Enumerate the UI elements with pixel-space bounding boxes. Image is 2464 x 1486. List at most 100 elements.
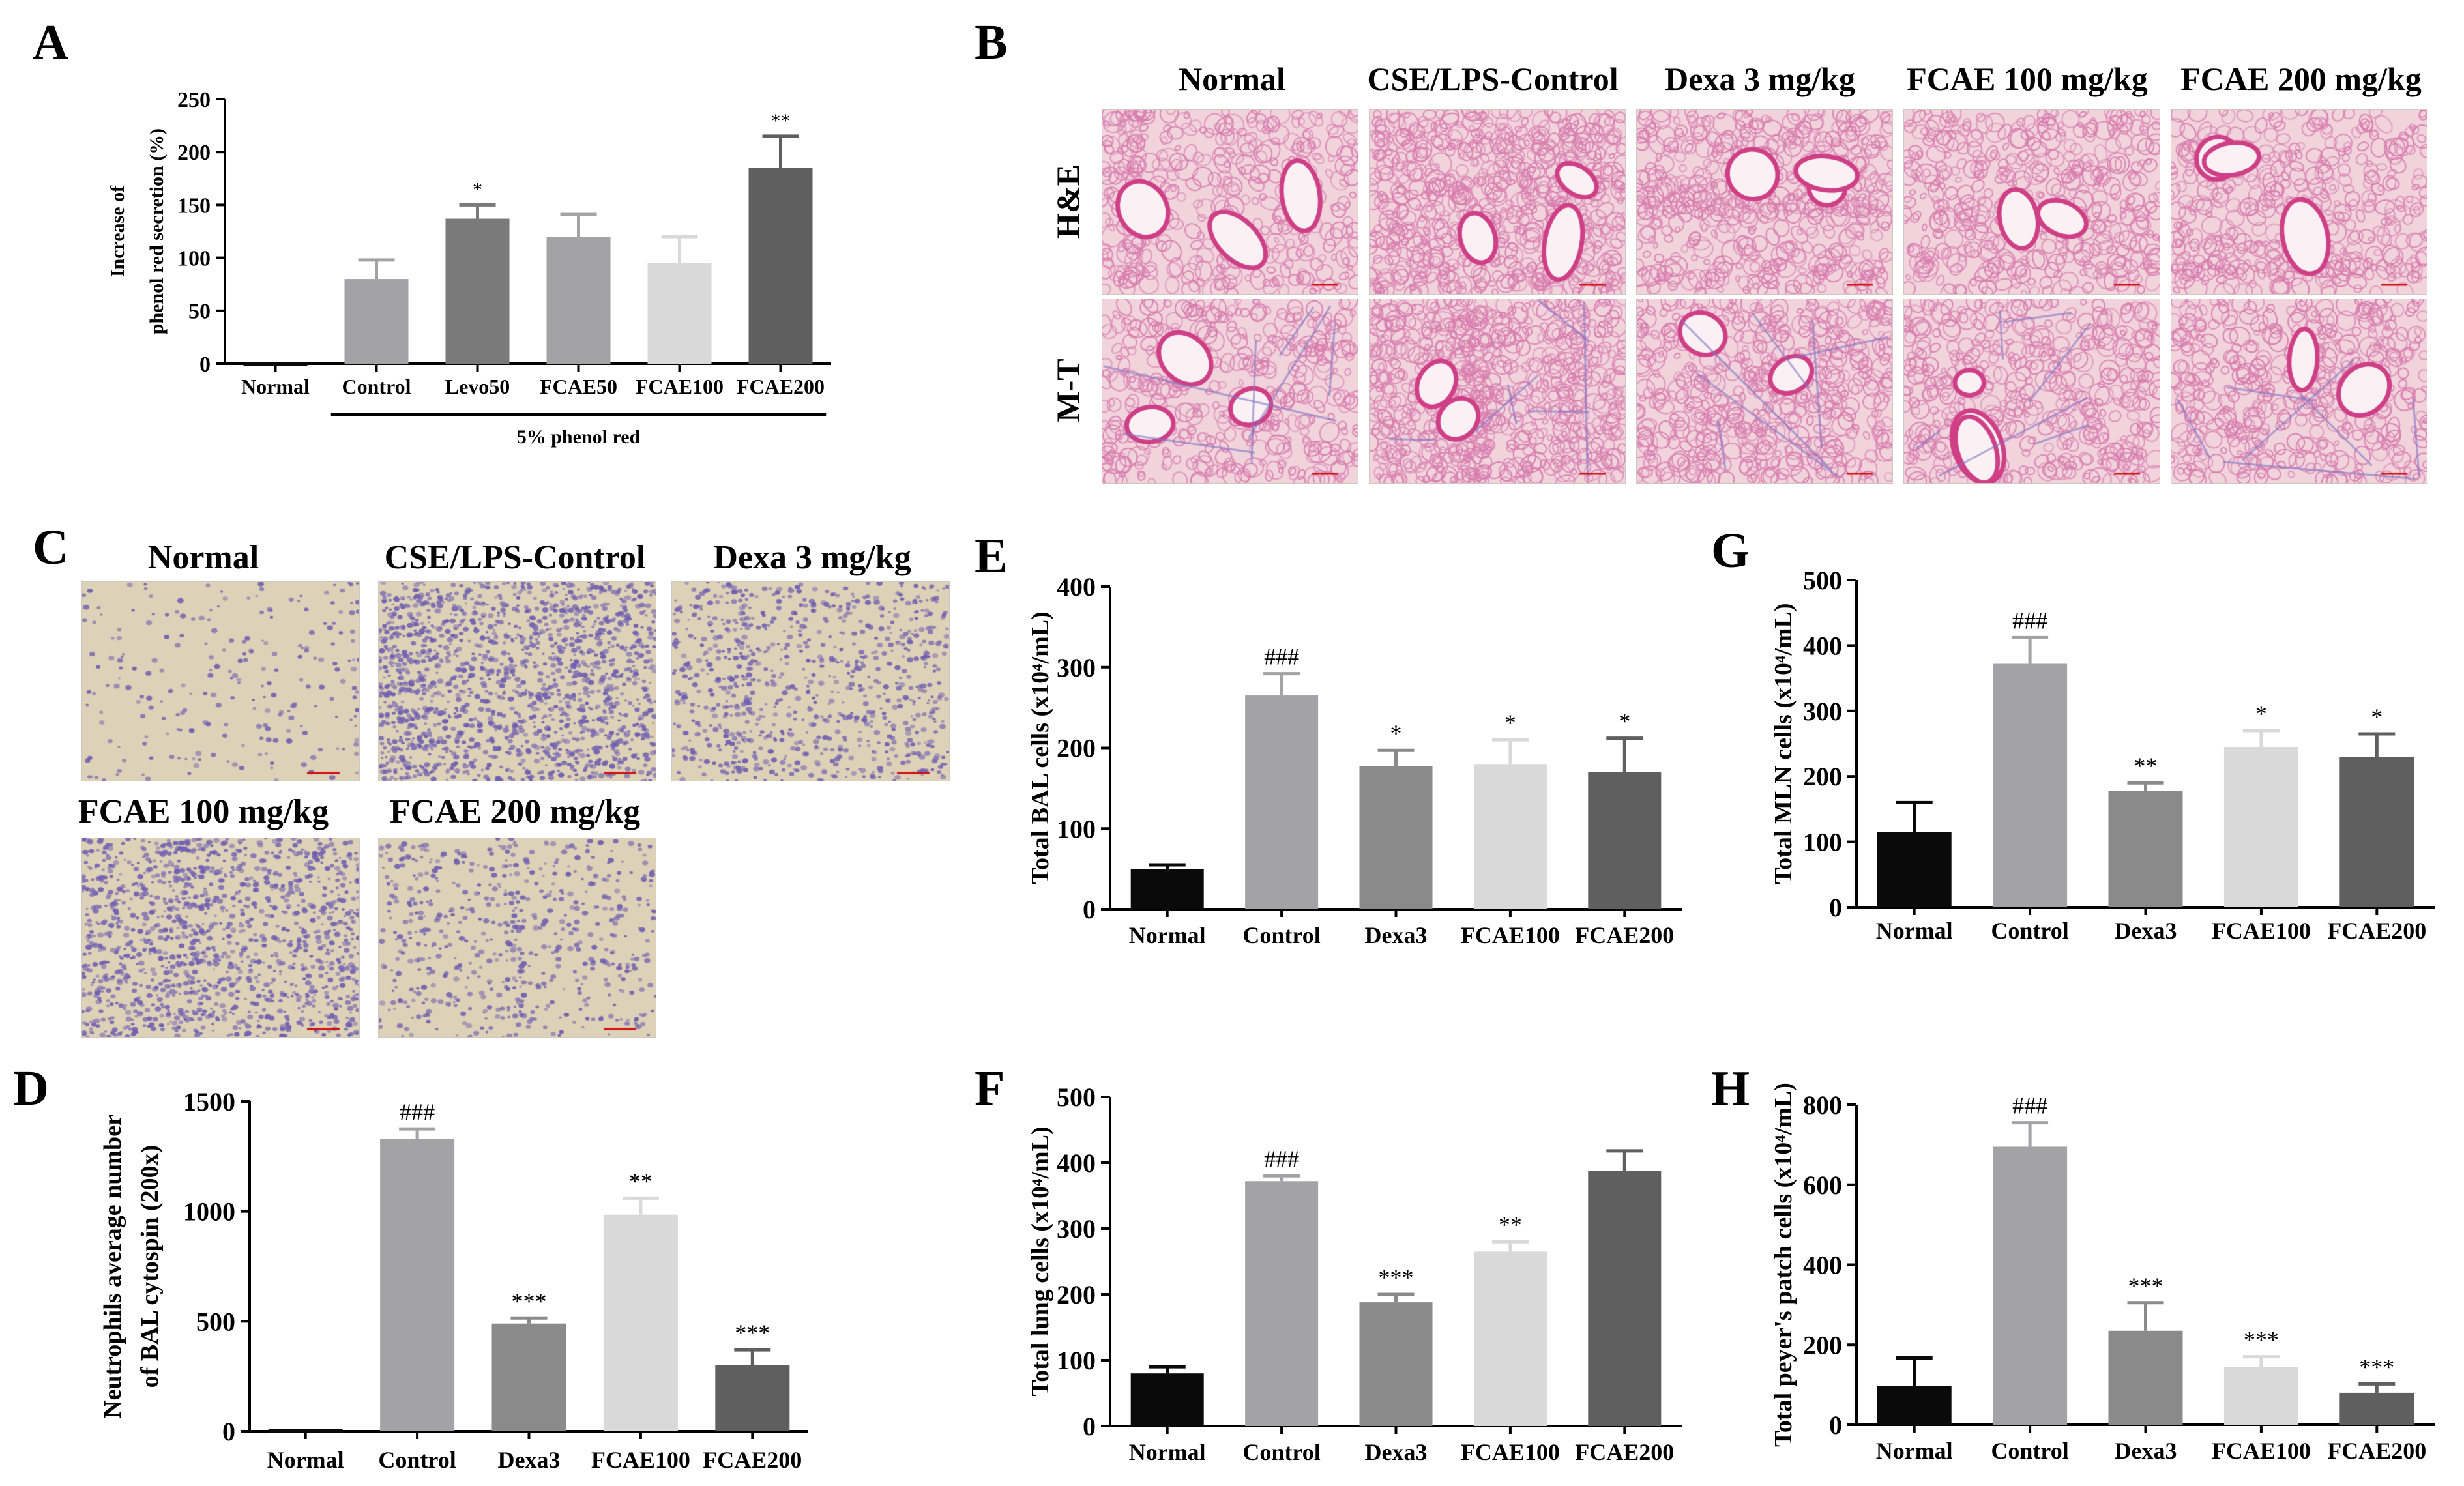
y-axis-label: Increase of [107, 185, 128, 277]
y-tick-label: 500 [196, 1307, 235, 1336]
x-tick-label: Normal [1129, 1439, 1206, 1465]
y-tick-label: 0 [199, 353, 211, 377]
bar [2223, 1367, 2298, 1425]
y-tick-label: 200 [177, 141, 211, 165]
x-tick-label: FCAE200 [703, 1447, 802, 1473]
histology-image [2171, 109, 2427, 295]
y-tick-label: 0 [1083, 1412, 1096, 1441]
y-tick-label: 400 [1803, 631, 1842, 660]
bar [1588, 772, 1662, 909]
histology-image [1636, 299, 1893, 484]
significance-label: * [2255, 701, 2267, 727]
bar [2108, 1330, 2183, 1425]
significance-label: *** [2359, 1354, 2394, 1380]
bar [380, 1139, 455, 1431]
bar-chart-g: 0100200300400500Normal###Control**Dexa3*… [1770, 566, 2435, 944]
x-tick-label: Normal [1876, 918, 1953, 944]
histology-image [1369, 299, 1626, 484]
y-tick-label: 300 [1057, 653, 1096, 682]
x-tick-label: Control [1991, 1438, 2068, 1464]
x-tick-label: Control [378, 1447, 456, 1473]
bar [1877, 832, 1952, 907]
y-tick-label: 100 [1803, 828, 1842, 857]
significance-label: ** [629, 1168, 653, 1194]
x-tick-label: Normal [1129, 922, 1206, 948]
significance-label: ### [2012, 1093, 2047, 1119]
y-tick-label: 0 [1083, 895, 1096, 924]
y-axis-label: Total lung cells (x10⁴/mL) [1027, 1126, 1054, 1396]
cytospin-image [378, 838, 656, 1038]
y-tick-label: 500 [1803, 566, 1842, 595]
bar [715, 1365, 790, 1431]
bar [1993, 1146, 2068, 1425]
x-tick-label: FCAE200 [737, 375, 825, 398]
bar [2223, 747, 2298, 907]
histology-row-label: M-T [1049, 358, 1086, 422]
x-tick-label: FCAE100 [636, 375, 724, 398]
significance-label: ### [1264, 1146, 1299, 1172]
histology-image [2171, 299, 2427, 484]
bar-chart-a: 0 50 100 150 200 250 Normal Control * Levo50 FCAE5… [107, 88, 831, 448]
x-tick-label: Control [1991, 918, 2068, 944]
significance-label: ### [400, 1099, 435, 1125]
bar [1359, 1302, 1433, 1426]
significance-label: ### [1264, 644, 1299, 670]
bar [1473, 1251, 1547, 1426]
bar [1130, 869, 1204, 909]
significance-label: ** [771, 110, 791, 132]
bar [1993, 663, 2068, 907]
significance-label: * [1504, 710, 1516, 736]
x-tick-label: FCAE50 [540, 375, 617, 398]
cytospin-label: Normal [148, 539, 259, 576]
x-tick-label: FCAE100 [1461, 922, 1560, 948]
panel-letter-g: G [1711, 523, 1750, 578]
x-tick-label: Control [1242, 1439, 1320, 1465]
x-tick-label: Dexa3 [1365, 922, 1428, 948]
histology-image [1102, 109, 1358, 295]
bar-chart-f: 0 100 200 300 400 500 Normal ### Control *** Dexa3… [1027, 1083, 1682, 1465]
y-axis-label: Neutrophils average number [99, 1114, 126, 1418]
bar [1359, 766, 1433, 909]
y-tick-label: 1500 [183, 1087, 235, 1116]
y-tick-label: 400 [1803, 1251, 1842, 1280]
histology-row-label: H&E [1049, 164, 1086, 239]
x-tick-label: Dexa3 [1365, 1439, 1428, 1465]
panel-letter-a: A [33, 15, 68, 70]
bar-chart-e: 0 100 200 300 400 Normal ### Control * Dexa3 * FCAE… [1027, 572, 1682, 948]
bar [546, 237, 611, 364]
group-label: 5% phenol red [517, 426, 641, 448]
significance-label: * [1390, 720, 1402, 746]
panel-letter-b: B [975, 15, 1008, 70]
y-axis-label: Total peyer's patch cells (x10⁴/mL) [1770, 1083, 1797, 1447]
y-tick-label: 200 [1803, 762, 1842, 791]
bar [1877, 1386, 1952, 1425]
significance-label: *** [512, 1288, 547, 1314]
histology-image [1369, 109, 1626, 295]
cytospin-label: FCAE 200 mg/kg [390, 793, 640, 830]
y-tick-label: 400 [1057, 572, 1096, 602]
y-tick-label: 0 [222, 1417, 235, 1446]
cytospin-image [671, 581, 950, 781]
y-tick-label: 500 [1057, 1083, 1096, 1112]
y-tick-label: 300 [1803, 697, 1842, 726]
bar-chart-d: 0 500 1000 1500 Normal ### Control *** Dexa3 ** FC… [99, 1087, 808, 1473]
bar [344, 279, 409, 364]
significance-label: ### [2012, 607, 2047, 634]
histology-image [1636, 109, 1893, 295]
y-tick-label: 400 [1057, 1148, 1096, 1178]
histology-image [1102, 299, 1358, 484]
y-tick-label: 300 [1057, 1214, 1096, 1244]
x-tick-label: FCAE100 [2212, 1438, 2311, 1464]
cytospin-label: CSE/LPS-Control [385, 539, 646, 576]
histology-image [1903, 109, 2160, 295]
y-tick-label: 250 [177, 88, 211, 112]
x-tick-label: FCAE200 [1575, 1439, 1674, 1465]
bar [2339, 757, 2414, 907]
significance-label: *** [2128, 1273, 2163, 1299]
x-tick-label: Normal [267, 1447, 344, 1473]
bar [491, 1323, 566, 1431]
bar [748, 168, 813, 364]
y-tick-label: 200 [1057, 734, 1096, 763]
